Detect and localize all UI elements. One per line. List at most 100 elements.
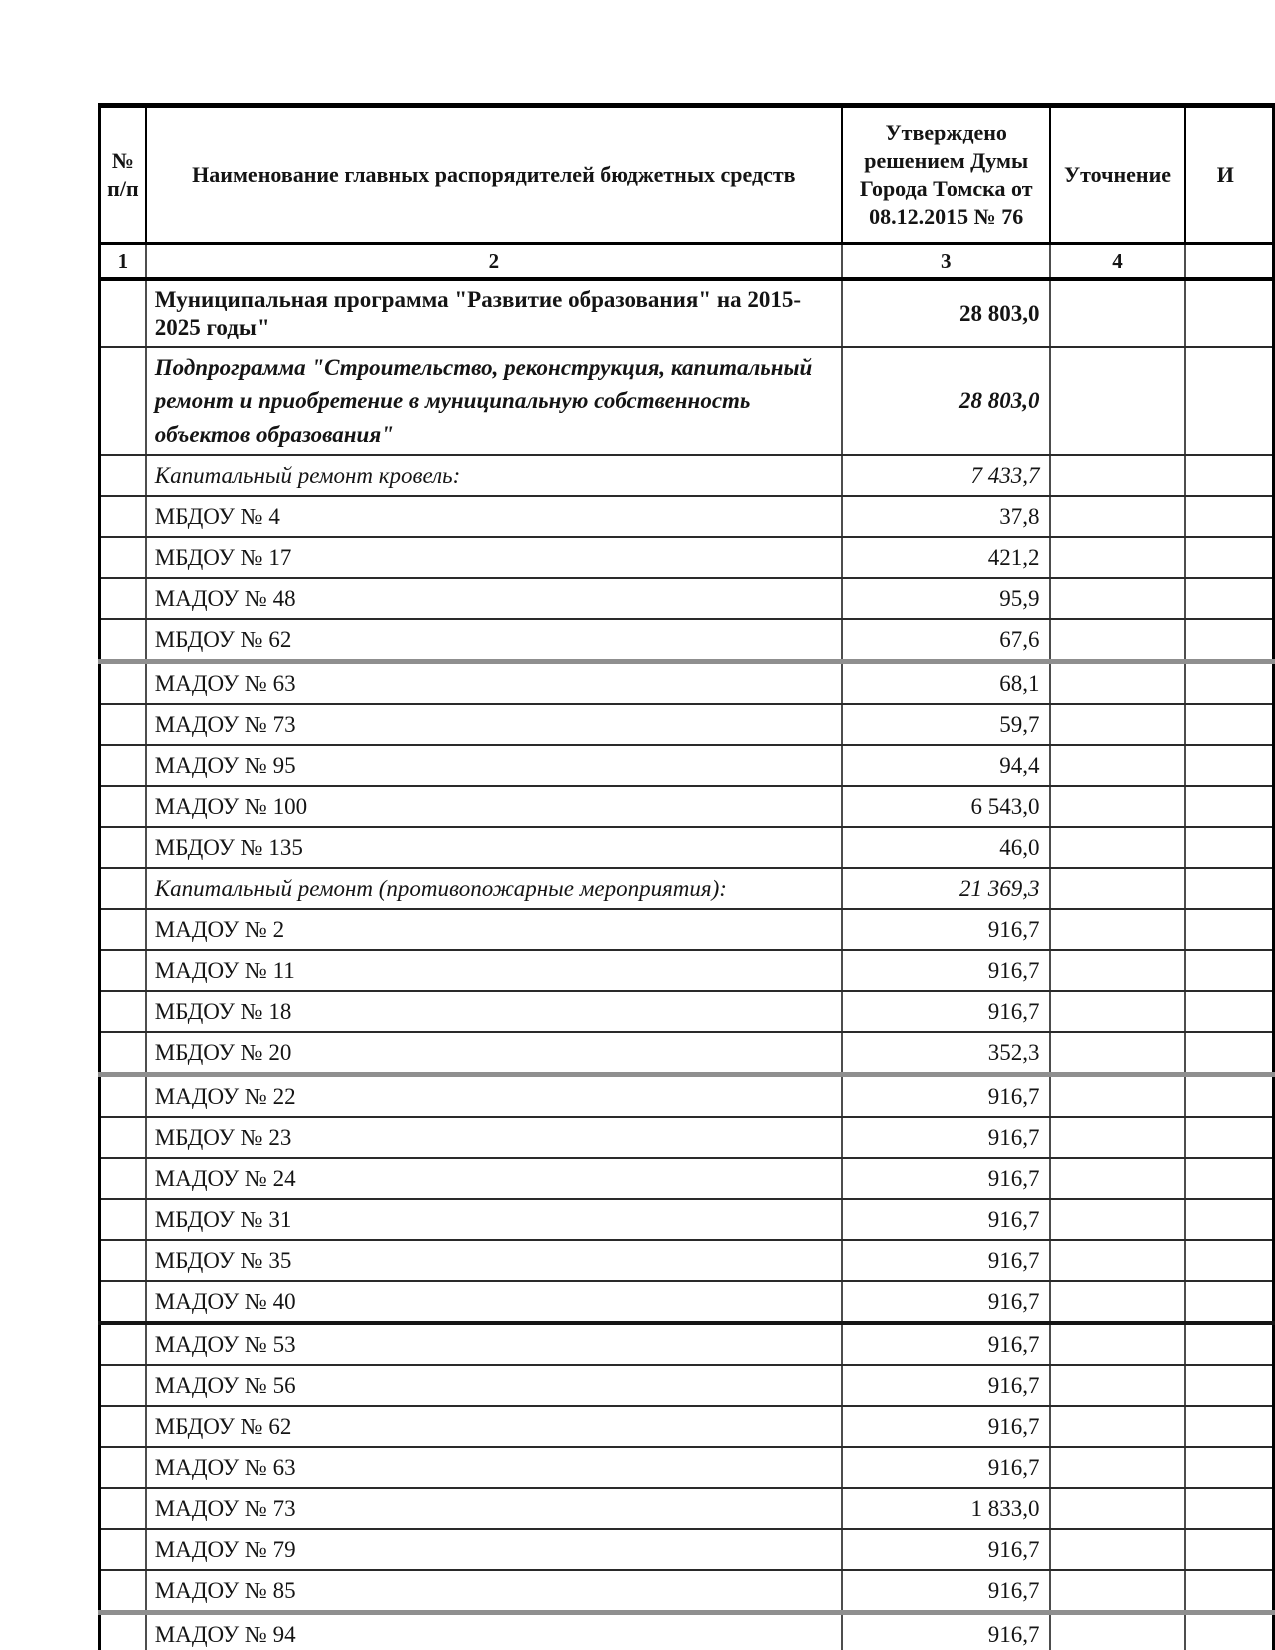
row-clarification-cell [1049,1031,1186,1078]
row-extra-cell [1183,785,1275,829]
header-row: № п/п Наименование главных распорядителе… [98,104,1275,245]
row-extra-cell [1183,1487,1275,1531]
row-approved-cell: 916,7 [840,1239,1052,1283]
row-name-cell: МАДОУ № 24 [144,1157,843,1201]
row-approved-cell: 916,7 [840,1116,1052,1160]
row-extra-cell [1183,949,1275,993]
row-extra-cell [1183,1611,1275,1650]
row-extra-cell [1183,454,1275,498]
row-number-cell [98,908,147,952]
table-row: МАДОУ № 56 916,7 [98,1364,1275,1408]
table-row: МАДОУ № 11 916,7 [98,949,1275,993]
row-number-cell [98,785,147,829]
row-approved-cell: 28 803,0 [840,345,1052,457]
row-approved-cell: 916,7 [840,1611,1052,1650]
row-name-cell: МАДОУ № 85 [144,1569,843,1616]
row-approved-cell: 916,7 [840,1157,1052,1201]
row-approved-cell: 916,7 [840,1198,1052,1242]
row-clarification-cell [1049,1073,1186,1119]
column-index-3: 3 [840,242,1052,281]
row-extra-cell [1183,1569,1275,1616]
row-approved-cell: 46,0 [840,826,1052,870]
row-approved-cell: 916,7 [840,908,1052,952]
row-number-cell [98,1239,147,1283]
row-extra-cell [1183,1322,1275,1367]
row-number-cell [98,1322,147,1367]
row-clarification-cell [1049,785,1186,829]
column-index-5 [1183,242,1275,281]
table-row: МАДОУ № 2 916,7 [98,908,1275,952]
row-clarification-cell [1049,618,1186,665]
row-clarification-cell [1049,577,1186,621]
row-name-cell: МАДОУ № 56 [144,1364,843,1408]
row-extra-cell [1183,1405,1275,1449]
row-approved-cell: 916,7 [840,1569,1052,1616]
row-clarification-cell [1049,1198,1186,1242]
row-name-cell: МАДОУ № 95 [144,744,843,788]
row-extra-cell [1183,703,1275,747]
row-clarification-cell [1049,278,1186,348]
row-clarification-cell [1049,454,1186,498]
row-clarification-cell [1049,1364,1186,1408]
table-row: МАДОУ № 73 59,7 [98,703,1275,747]
row-name-cell: МАДОУ № 22 [144,1073,843,1119]
table-row: МБДОУ № 62 916,7 [98,1405,1275,1449]
row-number-cell [98,744,147,788]
row-name-cell: МАДОУ № 100 [144,785,843,829]
row-approved-cell: 37,8 [840,495,1052,539]
row-clarification-cell [1049,703,1186,747]
row-name-cell: МАДОУ № 40 [144,1280,843,1326]
row-approved-cell: 916,7 [840,1073,1052,1119]
row-name-cell: МБДОУ № 20 [144,1031,843,1078]
row-clarification-cell [1049,1405,1186,1449]
header-clarification: Уточнение [1049,104,1186,245]
row-extra-cell [1183,826,1275,870]
row-extra-cell [1183,1528,1275,1572]
table-row: МБДОУ № 135 46,0 [98,826,1275,870]
budget-table: № п/п Наименование главных распорядителе… [98,103,1275,1650]
row-extra-cell [1183,278,1275,348]
row-number-cell [98,949,147,993]
row-approved-cell: 94,4 [840,744,1052,788]
row-number-cell [98,1528,147,1572]
header-extra-clipped: И [1183,104,1275,245]
table-row: МАДОУ № 73 1 833,0 [98,1487,1275,1531]
table-row: МБДОУ № 4 37,8 [98,495,1275,539]
row-number-cell [98,1198,147,1242]
row-clarification-cell [1049,867,1186,911]
table-row: МАДОУ № 48 95,9 [98,577,1275,621]
row-approved-cell: 7 433,7 [840,454,1052,498]
table-header: № п/п Наименование главных распорядителе… [98,104,1275,281]
row-number-cell [98,345,147,457]
row-approved-cell: 916,7 [840,1405,1052,1449]
row-number-cell [98,577,147,621]
row-extra-cell [1183,1239,1275,1283]
row-number-cell [98,867,147,911]
row-name-cell: МАДОУ № 63 [144,1446,843,1490]
row-number-cell [98,454,147,498]
row-number-cell [98,1116,147,1160]
row-name-cell: МБДОУ № 31 [144,1198,843,1242]
row-extra-cell [1183,1446,1275,1490]
row-clarification-cell [1049,1487,1186,1531]
row-name-cell: МАДОУ № 79 [144,1528,843,1572]
row-name-cell: МАДОУ № 11 [144,949,843,993]
row-extra-cell [1183,660,1275,706]
row-number-cell [98,990,147,1034]
row-number-cell [98,1157,147,1201]
row-name-cell: Капитальный ремонт кровель: [144,454,843,498]
row-number-cell [98,278,147,348]
row-approved-cell: 916,7 [840,1364,1052,1408]
table-row: МАДОУ № 63 68,1 [98,660,1275,706]
row-number-cell [98,618,147,665]
table-row: МАДОУ № 79 916,7 [98,1528,1275,1572]
row-clarification-cell [1049,1116,1186,1160]
column-index-4: 4 [1049,242,1186,281]
row-name-cell: МБДОУ № 35 [144,1239,843,1283]
row-approved-cell: 352,3 [840,1031,1052,1078]
row-number-cell [98,1031,147,1078]
table-row: МБДОУ № 31 916,7 [98,1198,1275,1242]
table-row: МБДОУ № 35 916,7 [98,1239,1275,1283]
row-name-cell: МБДОУ № 62 [144,1405,843,1449]
row-name-cell: Капитальный ремонт (противопожарные меро… [144,867,843,911]
